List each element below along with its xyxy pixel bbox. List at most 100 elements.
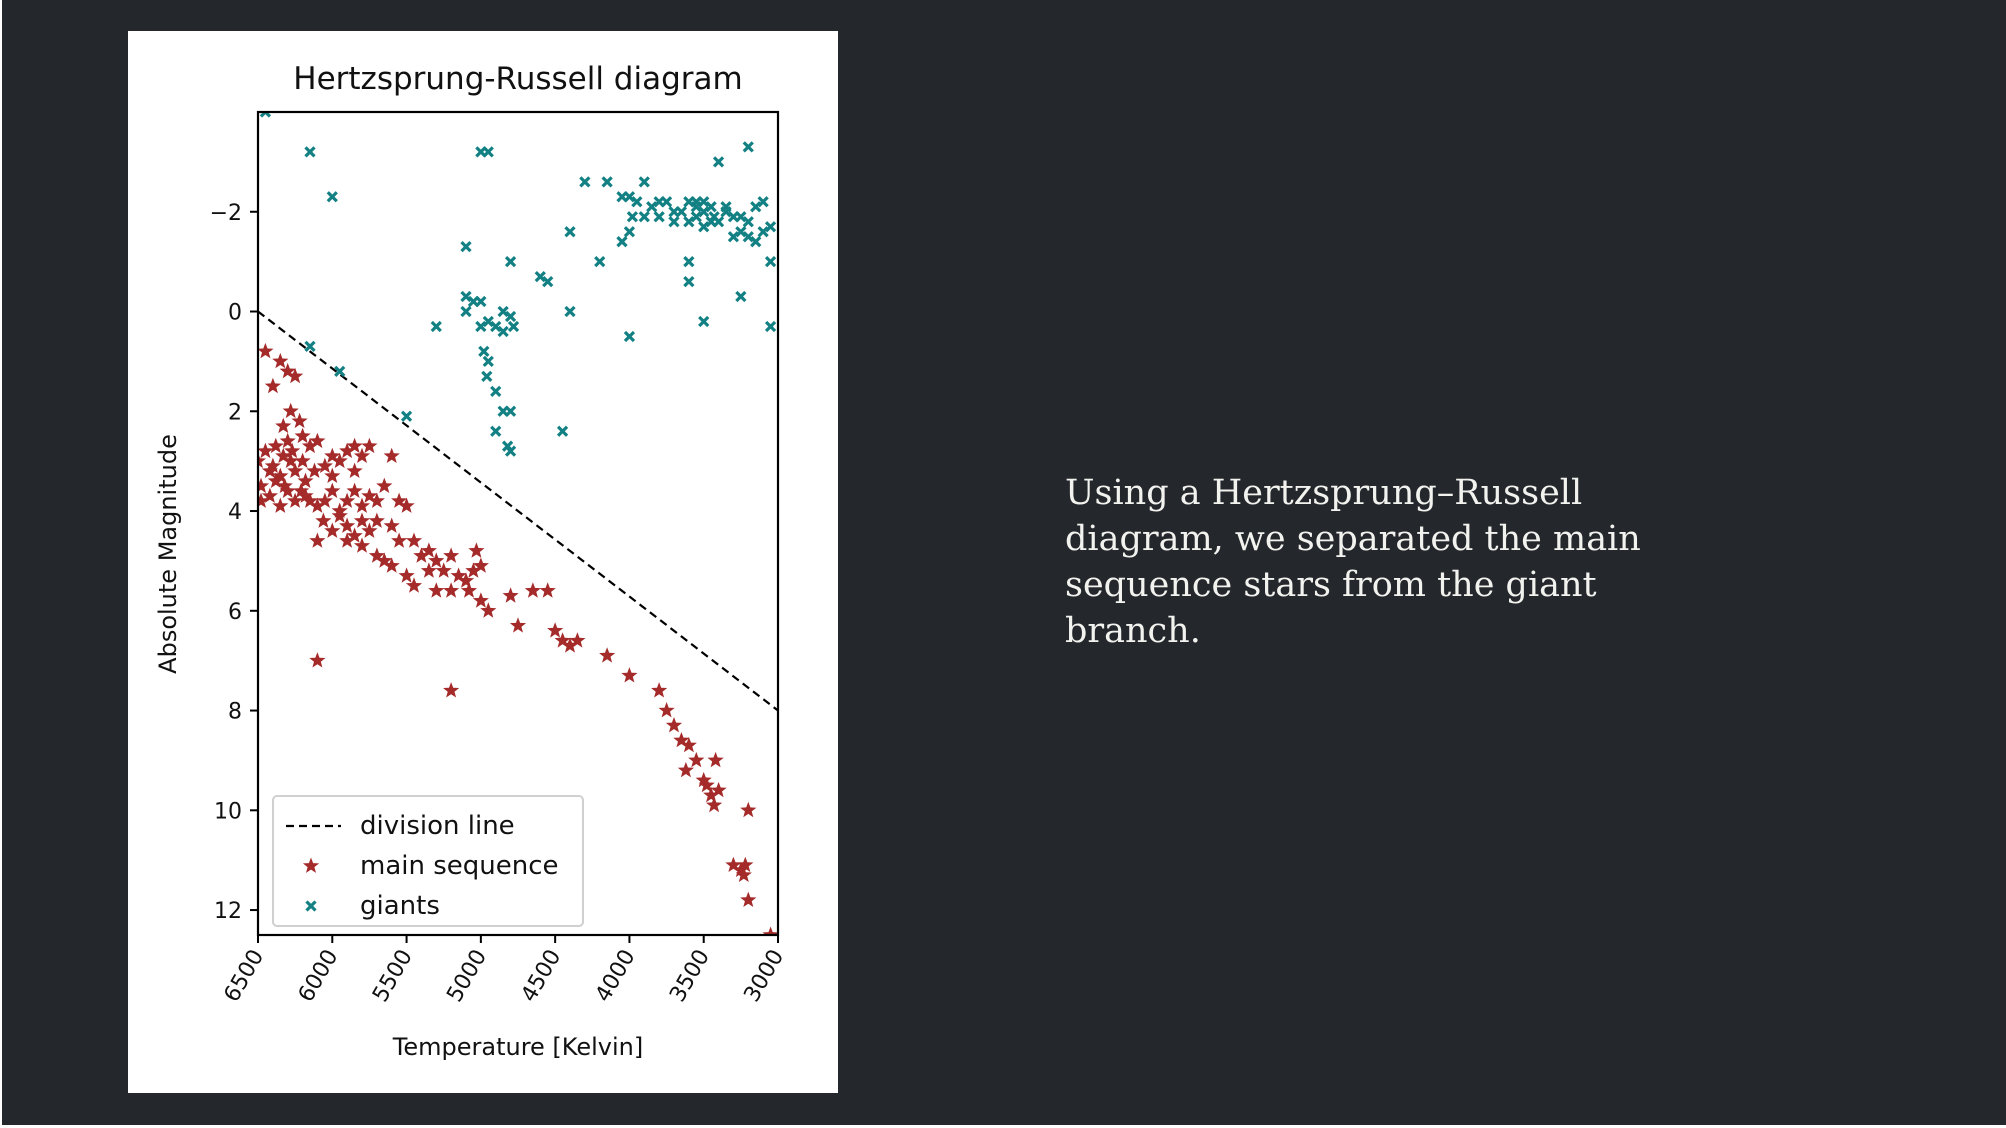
giant-point <box>481 370 493 382</box>
main-sequence-point <box>688 751 705 768</box>
giant-point <box>683 256 695 268</box>
y-tick-label: 8 <box>228 700 242 725</box>
giant-point <box>708 211 720 223</box>
main-sequence-point <box>561 637 579 653</box>
giant-point <box>504 256 517 268</box>
main-sequence-point <box>275 447 292 463</box>
main-sequence-point <box>698 776 715 793</box>
giant-point <box>460 290 472 303</box>
giant-point <box>460 241 472 253</box>
giant-point <box>735 290 747 303</box>
main-sequence-point <box>306 462 323 478</box>
main-sequence-point <box>405 577 423 593</box>
main-sequence-point <box>331 452 348 468</box>
main-sequence-point <box>707 751 724 768</box>
main-sequence-point <box>331 507 348 523</box>
giant-point <box>698 206 710 218</box>
main-sequence-point <box>725 856 742 872</box>
main-sequence-point <box>282 402 299 419</box>
giant-point <box>490 385 502 397</box>
main-sequence-point <box>353 512 371 528</box>
main-sequence-point <box>383 557 400 573</box>
main-sequence-point <box>309 497 326 513</box>
main-sequence-point <box>309 652 326 668</box>
giant-point <box>668 216 680 228</box>
giant-point <box>690 211 702 223</box>
main-sequence-point <box>599 647 616 663</box>
giant-point <box>623 226 636 238</box>
giant-point <box>683 216 695 228</box>
main-sequence-point <box>301 492 319 508</box>
x-tick-label: 3500 <box>665 946 715 1007</box>
giant-point <box>720 201 732 213</box>
main-sequence-point <box>346 482 363 498</box>
main-sequence-point <box>297 472 314 488</box>
main-sequence-point <box>443 547 460 563</box>
giant-point <box>564 226 576 238</box>
main-sequence-point <box>391 532 408 548</box>
main-sequence-point <box>383 517 400 533</box>
main-sequence-point <box>261 487 278 503</box>
main-sequence-point <box>383 447 400 463</box>
main-sequence-point <box>258 477 270 493</box>
x-tick-label: 6000 <box>294 946 344 1007</box>
main-sequence-point <box>258 492 270 508</box>
main-sequence-point <box>472 557 489 573</box>
giant-point <box>460 305 472 318</box>
main-sequence-point <box>267 472 284 488</box>
main-sequence-point <box>324 522 341 538</box>
main-sequence-point <box>737 856 754 872</box>
main-sequence-point <box>315 512 332 528</box>
main-sequence-point <box>569 632 586 648</box>
main-sequence-point <box>294 452 311 468</box>
legend: division line main sequence giants <box>272 795 584 927</box>
main-sequence-point <box>472 592 489 608</box>
main-sequence-point <box>324 447 341 463</box>
giant-point <box>626 211 639 223</box>
main-sequence-point <box>258 452 267 468</box>
main-sequence-point <box>740 891 757 907</box>
legend-giants-swatch <box>305 900 317 912</box>
y-tick-label: 6 <box>228 600 242 625</box>
x-axis-label: Temperature [Kelvin] <box>392 1033 643 1061</box>
giant-point <box>705 201 717 213</box>
giant-point <box>504 405 517 417</box>
main-sequence-point <box>509 617 527 633</box>
giant-point <box>757 196 769 208</box>
main-sequence-point <box>443 682 460 698</box>
main-sequence-point <box>680 737 697 753</box>
main-sequence-point <box>282 452 299 468</box>
main-sequence-point <box>735 866 752 882</box>
giant-point <box>653 211 665 223</box>
giant-point <box>742 231 754 243</box>
main-sequence-point <box>264 377 281 394</box>
y-tick-label: 2 <box>228 400 242 425</box>
x-tick-label: 4000 <box>591 946 641 1007</box>
giant-point <box>638 211 650 223</box>
giant-point <box>623 330 636 343</box>
giant-point <box>504 445 517 457</box>
main-sequence-point <box>287 462 304 478</box>
giant-point <box>764 320 777 333</box>
main-sequence-point <box>539 582 556 598</box>
giant-point <box>579 176 591 188</box>
chart-figure: Hertzsprung-Russell diagram −2 0 2 4 6 8 10 12 6… <box>128 31 838 1093</box>
giant-point <box>304 340 316 353</box>
giant-point <box>638 176 650 188</box>
main-sequence-point <box>502 587 519 603</box>
main-sequence-point <box>468 542 485 558</box>
main-sequence-point <box>740 801 757 818</box>
giant-point <box>698 196 710 208</box>
giant-point <box>750 201 762 213</box>
giant-point <box>757 226 769 238</box>
x-tick-label: 6500 <box>220 946 270 1007</box>
main-sequence-point <box>665 717 683 733</box>
main-sequence-point <box>258 442 274 459</box>
main-sequence-point <box>428 552 445 568</box>
main-sequence-point <box>368 547 385 563</box>
main-sequence-point <box>291 412 308 429</box>
giant-point <box>690 201 702 213</box>
main-sequence-point <box>420 562 437 578</box>
main-sequence-point <box>376 477 393 493</box>
